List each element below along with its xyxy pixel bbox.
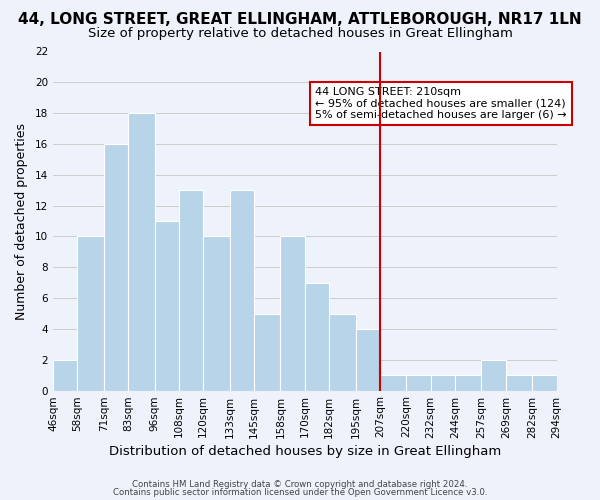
Bar	[406, 375, 431, 390]
Bar	[532, 375, 557, 390]
Y-axis label: Number of detached properties: Number of detached properties	[15, 122, 28, 320]
Text: Contains HM Land Registry data © Crown copyright and database right 2024.: Contains HM Land Registry data © Crown c…	[132, 480, 468, 489]
Text: 44, LONG STREET, GREAT ELLINGHAM, ATTLEBOROUGH, NR17 1LN: 44, LONG STREET, GREAT ELLINGHAM, ATTLEB…	[18, 12, 582, 28]
Bar	[380, 375, 406, 390]
X-axis label: Distribution of detached houses by size in Great Ellingham: Distribution of detached houses by size …	[109, 444, 501, 458]
Bar	[230, 190, 254, 390]
Bar	[53, 360, 77, 390]
Bar	[77, 236, 104, 390]
Bar	[455, 375, 481, 390]
Bar	[104, 144, 128, 390]
Bar	[329, 314, 356, 390]
Bar	[254, 314, 280, 390]
Bar	[280, 236, 305, 390]
Text: 44 LONG STREET: 210sqm
← 95% of detached houses are smaller (124)
5% of semi-det: 44 LONG STREET: 210sqm ← 95% of detached…	[315, 87, 566, 120]
Bar	[305, 282, 329, 391]
Bar	[431, 375, 455, 390]
Bar	[506, 375, 532, 390]
Bar	[179, 190, 203, 390]
Text: Contains public sector information licensed under the Open Government Licence v3: Contains public sector information licen…	[113, 488, 487, 497]
Bar	[356, 329, 380, 390]
Bar	[481, 360, 506, 390]
Bar	[203, 236, 230, 390]
Bar	[155, 221, 179, 390]
Bar	[128, 113, 155, 390]
Text: Size of property relative to detached houses in Great Ellingham: Size of property relative to detached ho…	[88, 28, 512, 40]
